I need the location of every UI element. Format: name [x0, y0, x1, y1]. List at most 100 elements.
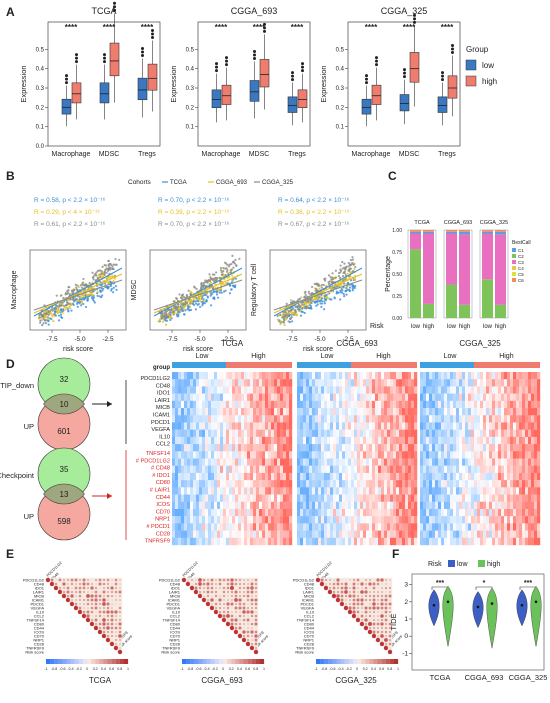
heatmap-cell	[175, 386, 179, 394]
heatmap-cell	[423, 386, 427, 394]
scatter-point	[66, 303, 69, 306]
heatmap-cell	[411, 429, 415, 438]
heatmap-cell	[333, 415, 337, 423]
heatmap-cell	[217, 458, 221, 466]
heatmap-cell	[528, 393, 532, 402]
heatmap-cell	[498, 508, 502, 517]
heatmap-cell	[205, 537, 209, 546]
heatmap-cell	[211, 451, 215, 459]
heatmap-cell	[507, 501, 511, 510]
heatmap-cell	[426, 508, 430, 517]
heatmap-cell	[360, 530, 364, 538]
heatmap-cell	[390, 386, 394, 394]
heatmap-cell	[235, 458, 239, 466]
heatmap-cell	[384, 400, 388, 409]
heatmap-cell	[303, 451, 307, 459]
scatter-point	[60, 316, 63, 319]
heatmap-cell	[474, 429, 478, 438]
scatter-point	[276, 318, 280, 321]
y-axis-label: Macrophage	[11, 270, 18, 309]
heatmap-cell	[504, 487, 508, 495]
heatmap-cell	[271, 494, 275, 502]
heatmap-cell	[229, 429, 233, 438]
heatmap-cell	[414, 530, 418, 538]
heatmap-cell	[306, 472, 310, 481]
heatmap-cell	[223, 458, 227, 466]
heatmap-cell	[235, 472, 239, 481]
heatmap-cell	[220, 465, 224, 474]
heatmap-cell	[477, 444, 481, 452]
heatmap-cell	[235, 451, 239, 459]
outlier-point	[215, 69, 218, 73]
heatmap-cell	[483, 458, 487, 466]
heatmap-cell	[381, 386, 385, 394]
legend-title: Cohorts	[128, 179, 152, 186]
heatmap-cell	[190, 487, 194, 495]
heatmap-cell	[399, 508, 403, 517]
heatmap-cell	[330, 530, 334, 538]
heatmap-cell	[271, 480, 275, 488]
heatmap-cell	[450, 451, 454, 459]
heatmap-cell	[342, 429, 346, 438]
heatmap-cell	[489, 408, 493, 416]
scatter-point	[176, 305, 180, 308]
heatmap-cell	[384, 458, 388, 466]
heatmap-cell	[339, 372, 343, 380]
stat-annotation: R = 0.67, p < 2.2 × 10⁻¹⁶	[278, 221, 350, 228]
heatmap-cell	[274, 530, 278, 538]
heatmap-cell	[342, 458, 346, 466]
heatmap-cell	[420, 415, 424, 423]
heatmap-cell	[330, 472, 334, 481]
heatmap-cell	[220, 415, 224, 423]
heatmap-cell	[441, 415, 445, 423]
heatmap-cell	[348, 400, 352, 409]
outlier-point	[451, 44, 454, 48]
scatter-point	[304, 305, 307, 308]
heatmap-cell	[178, 444, 182, 452]
heatmap-cell	[253, 523, 257, 531]
heatmap-cell	[501, 422, 505, 430]
heatmap-cell	[211, 501, 215, 510]
scatter-point	[220, 284, 223, 287]
outlier-point	[215, 62, 218, 66]
scatter-point	[77, 286, 80, 289]
heatmap-cell	[531, 472, 535, 481]
heatmap-cell	[495, 537, 499, 546]
heatmap-cell	[324, 516, 328, 524]
scatter-point	[180, 301, 183, 304]
heatmap-cell	[229, 393, 233, 402]
heatmap-cell	[300, 465, 304, 474]
heatmap-cell	[486, 494, 490, 502]
heatmap-cell	[339, 415, 343, 423]
heatmap-cell	[381, 379, 385, 387]
heatmap-cell	[411, 472, 415, 481]
scatter-point	[111, 291, 115, 294]
heatmap-cell	[300, 444, 304, 452]
heatmap-cell	[459, 379, 463, 387]
heatmap-cell	[250, 444, 254, 452]
facet-title: CGGA_693	[444, 220, 472, 226]
heatmap-cell	[348, 458, 352, 466]
heatmap-cell	[342, 465, 346, 474]
heatmap-cell	[459, 508, 463, 517]
heatmap-cell	[453, 494, 457, 502]
heatmap-cell	[217, 408, 221, 416]
scatter-point	[288, 309, 291, 313]
heatmap-cell	[462, 451, 466, 459]
heatmap-cell	[327, 408, 331, 416]
heatmap-cell	[259, 494, 263, 502]
heatmap-cell	[360, 408, 364, 416]
heatmap-cell	[408, 523, 412, 531]
heatmap-cell	[468, 415, 472, 423]
heatmap-cell	[318, 386, 322, 394]
heatmap-cell	[312, 501, 316, 510]
corr-cell	[82, 590, 86, 594]
heatmap-cell	[193, 530, 197, 538]
heatmap-cell	[181, 480, 185, 488]
heatmap-cell	[193, 436, 197, 445]
heatmap-cell	[211, 472, 215, 481]
heatmap-cell	[330, 436, 334, 445]
heatmap-cell	[342, 408, 346, 416]
heatmap-cell	[414, 379, 418, 387]
legend-label: C4	[518, 266, 524, 271]
